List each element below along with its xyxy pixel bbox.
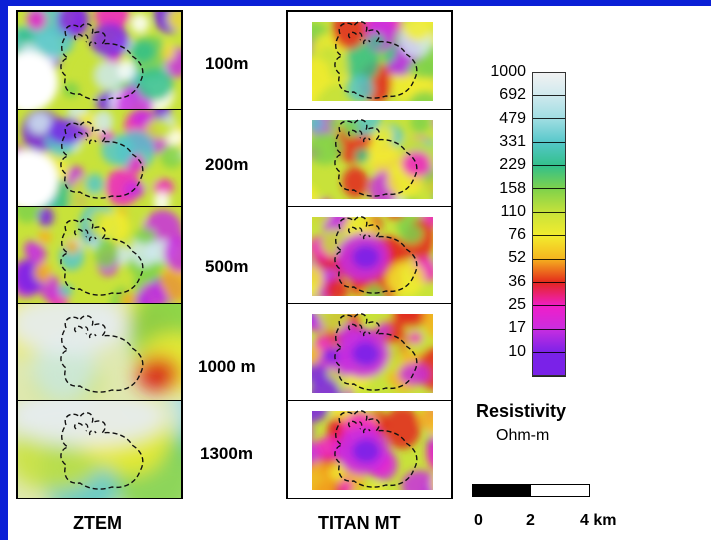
scale-label-0: 0 (474, 512, 483, 530)
titan-mt-label: TITAN MT (318, 513, 401, 534)
colorbar-tick-label: 36 (470, 273, 526, 291)
scale-label-4km: 4 km (580, 512, 616, 530)
ztem-map-tile (18, 12, 181, 109)
scale-bar (472, 484, 590, 497)
legend-title: Resistivity (476, 401, 566, 422)
colorbar-tick-label: 479 (470, 110, 526, 128)
colorbar-tick-label: 17 (470, 319, 526, 337)
depth-label-1300: 1300m (200, 444, 253, 464)
titan-mt-map-tile (288, 109, 451, 207)
ztem-column (16, 10, 183, 499)
depth-label-100: 100m (205, 54, 248, 74)
colorbar-tick-label: 692 (470, 86, 526, 104)
resistivity-colorbar (532, 72, 566, 376)
scale-label-2: 2 (526, 512, 535, 530)
ztem-map-tile (18, 303, 181, 401)
legend-unit: Ohm-m (496, 427, 549, 445)
colorbar-tick-label: 158 (470, 180, 526, 198)
depth-label-1000: 1000 m (198, 357, 256, 377)
ztem-map-tile (18, 109, 181, 207)
depth-label-500: 500m (205, 257, 248, 277)
depth-label-200: 200m (205, 155, 248, 175)
ztem-map-tile (18, 206, 181, 304)
titan-mt-map-tile (288, 400, 451, 498)
titan-mt-map-tile (288, 12, 451, 109)
colorbar-outline (532, 72, 566, 376)
ztem-map-tile (18, 400, 181, 498)
colorbar-tick-label: 229 (470, 156, 526, 174)
colorbar-tick-label: 10 (470, 343, 526, 361)
colorbar-tick-label: 110 (470, 203, 526, 221)
titan-mt-column (286, 10, 453, 499)
scale-bar-black-segment (473, 485, 531, 496)
colorbar-tick-label: 76 (470, 226, 526, 244)
colorbar-tick-label: 25 (470, 296, 526, 314)
ztem-label: ZTEM (73, 513, 122, 534)
colorbar-tick-label: 331 (470, 133, 526, 151)
titan-mt-map-tile (288, 206, 451, 304)
titan-mt-map-tile (288, 303, 451, 401)
colorbar-tick-label: 52 (470, 249, 526, 267)
colorbar-tick-label: 1000 (470, 63, 526, 81)
